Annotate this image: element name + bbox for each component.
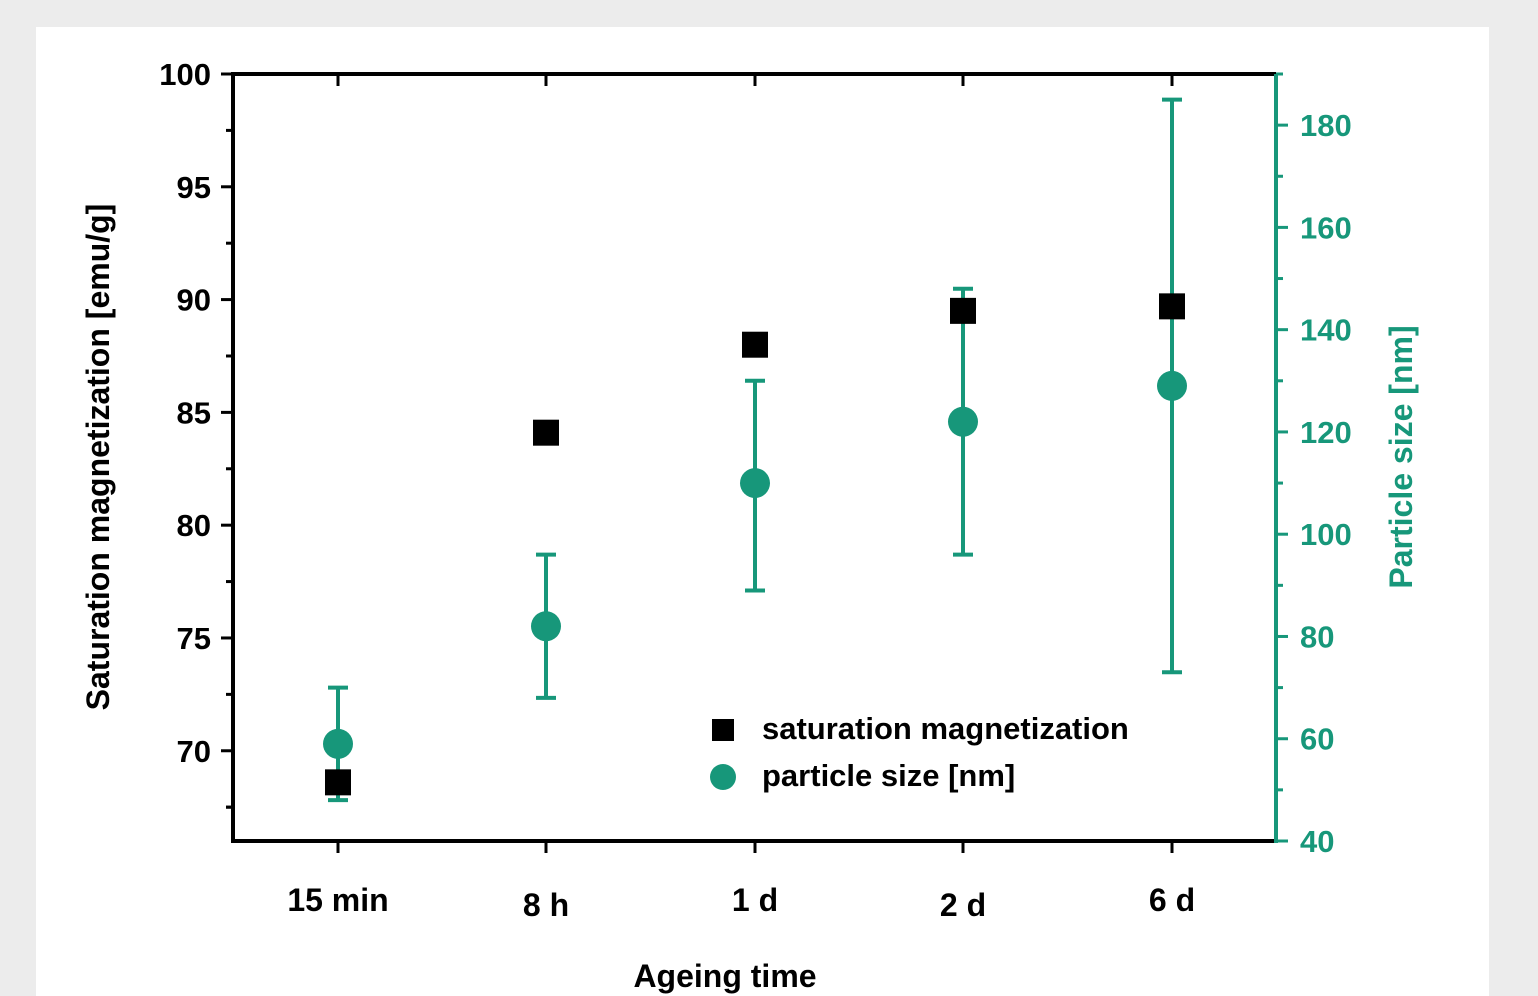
legend-label-particle-size: particle size [nm] [762,758,1015,793]
x-tick-label: 15 min [287,882,388,918]
y-left-tick-label: 70 [177,734,211,769]
legend-label-saturation: saturation magnetization [762,711,1129,746]
chart: 100 95 90 85 80 75 70 180 160 140 120 100 80 60 40 15 m… [80,57,1419,994]
y-left-tick-label: 85 [177,395,211,430]
x-tick-label: 6 d [1149,882,1195,918]
y-right-axis-title: Particle size [nm] [1383,325,1419,588]
y-right-tick-label: 180 [1300,108,1352,143]
x-tick-label: 8 h [523,887,569,923]
y-left-tick-label: 75 [177,621,211,656]
data-point-particle-size [740,468,770,499]
legend-marker-square [712,719,734,741]
y-left-tick-label: 80 [177,508,211,543]
data-point-saturation [1159,293,1185,320]
y-left-tick-label: 95 [177,170,211,205]
y-left-tick-label: 90 [177,283,211,318]
y-right-tick-label: 160 [1300,210,1352,245]
data-point-saturation [533,419,559,446]
y-right-tick-label: 40 [1300,824,1334,859]
errorbar-layer [328,97,1182,803]
y-right-tick-label: 140 [1300,313,1352,348]
x-axis-title: Ageing time [633,958,816,994]
data-point-saturation [742,331,768,358]
data-point-saturation [325,769,351,796]
data-point-particle-size [948,406,978,437]
y-right-tick-label: 120 [1300,415,1352,450]
data-point-particle-size [1157,370,1187,401]
ticks-layer: 100 95 90 85 80 75 70 180 160 140 120 100 80 60 40 15 m… [159,57,1351,923]
y-left-axis-title: Saturation magnetization [emu/g] [80,204,116,711]
y-right-tick-label: 60 [1300,722,1334,757]
y-right-tick-label: 80 [1300,619,1334,654]
legend-marker-circle [710,764,736,790]
figure-panel: 100 95 90 85 80 75 70 180 160 140 120 100 80 60 40 15 m… [36,27,1489,996]
data-point-particle-size [323,728,353,759]
x-tick-label: 2 d [940,887,986,923]
marks-layer [323,293,1187,796]
y-left-tick-label: 100 [159,57,211,92]
y-right-tick-label: 100 [1300,517,1352,552]
legend: saturation magnetization particle size [… [710,711,1129,793]
data-point-particle-size [531,611,561,642]
data-point-saturation [950,297,976,324]
x-tick-label: 1 d [732,882,778,918]
